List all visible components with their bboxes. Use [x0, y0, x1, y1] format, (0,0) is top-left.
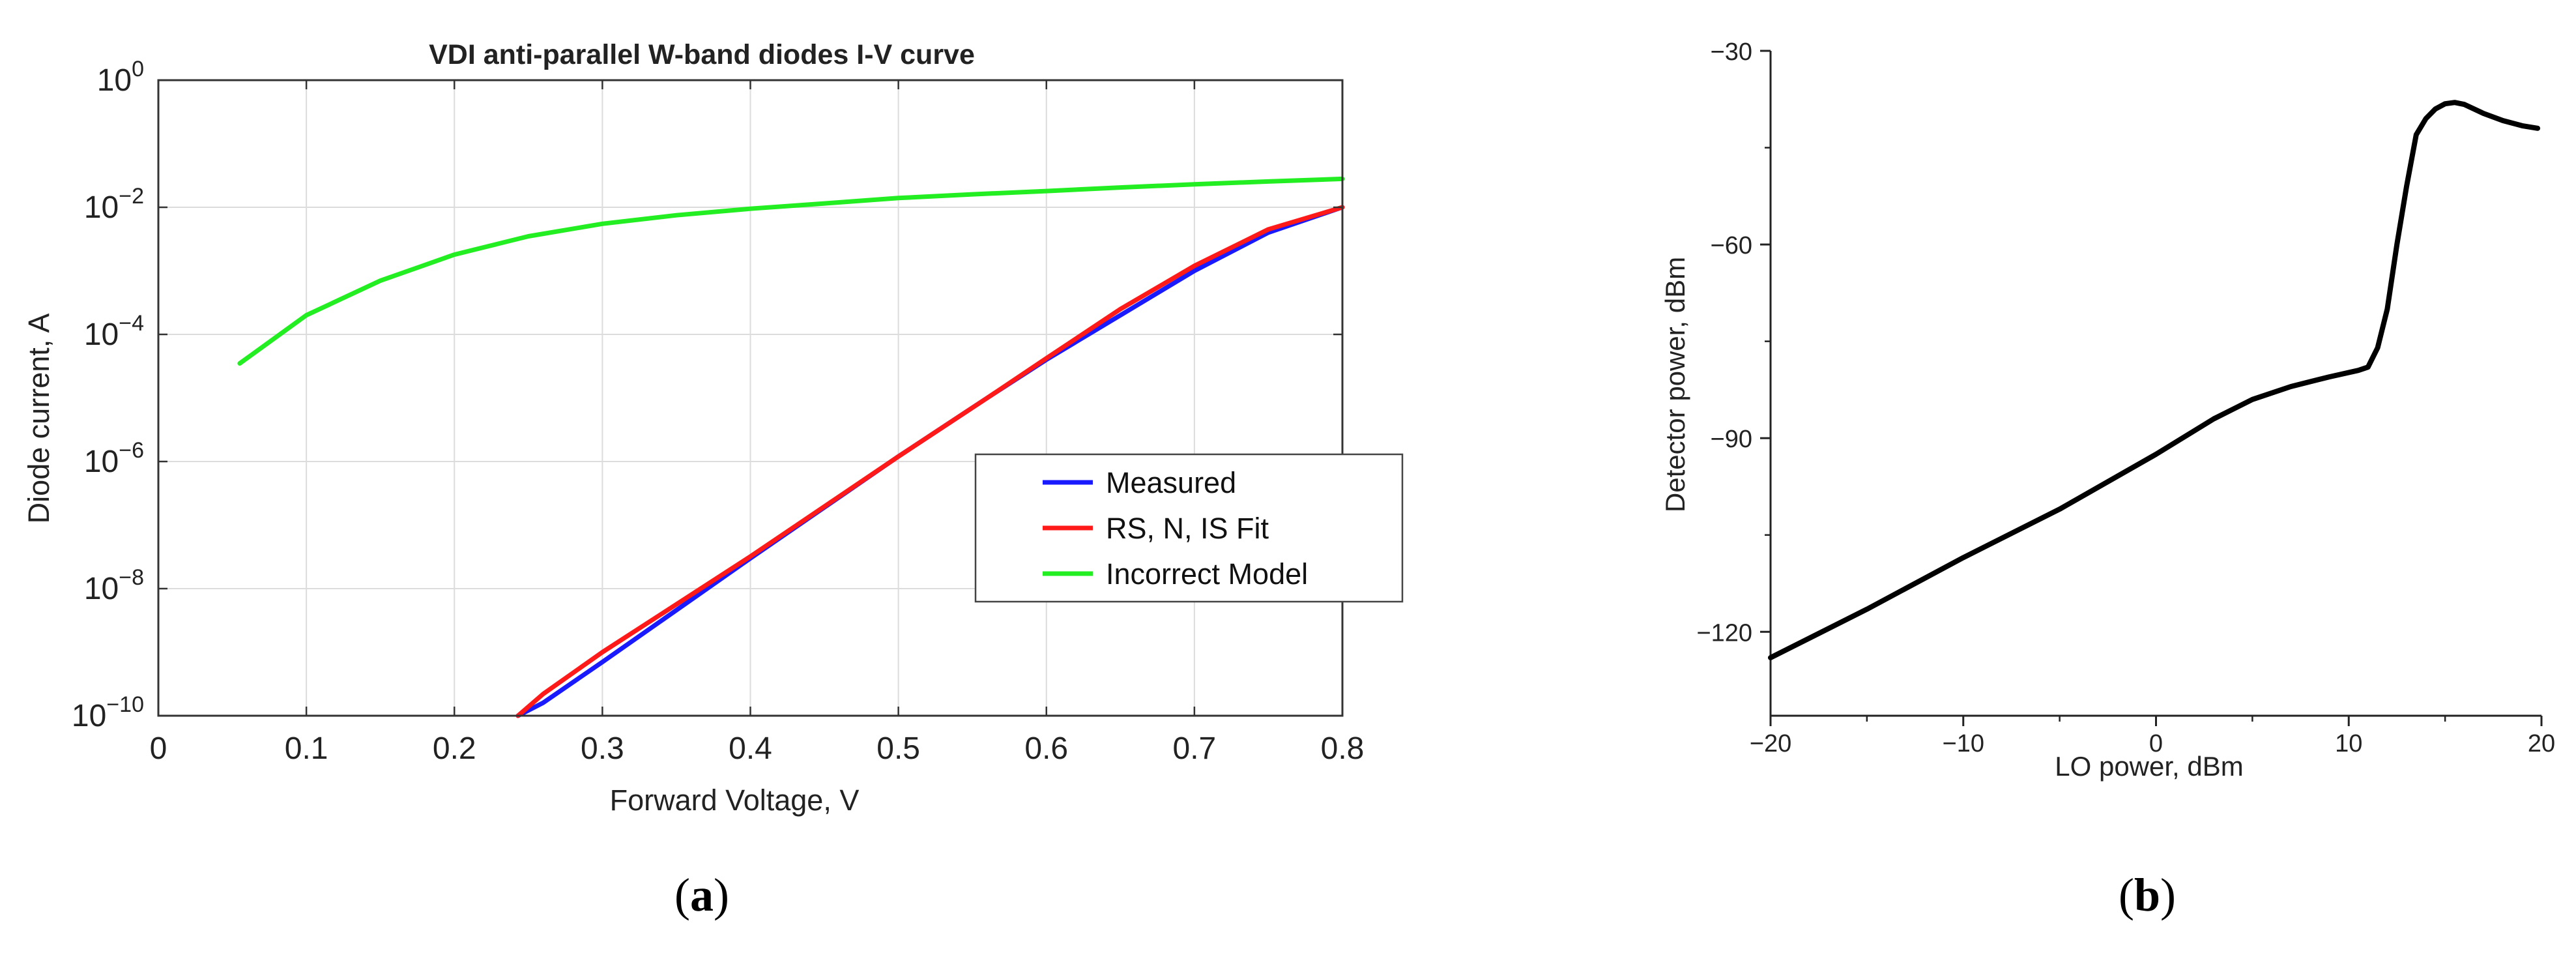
panel-a-iv-curve: VDI anti-parallel W-band diodes I-V curv…	[22, 39, 1404, 921]
y-tick-label-b: −30	[1711, 38, 1752, 66]
series-group-a	[237, 176, 1345, 718]
series-line-detector-power	[1768, 100, 2541, 660]
x-tick-label-a: 0.2	[433, 731, 476, 766]
panel-label-b: (b)	[2119, 869, 2176, 921]
y-tick-label-b: −90	[1711, 426, 1752, 453]
x-tick-label-a: 0.7	[1173, 731, 1217, 766]
x-tick-label-b: 20	[2528, 730, 2555, 757]
grid-a	[158, 80, 1342, 716]
y-tick-label-b: −120	[1696, 619, 1752, 647]
x-tick-label-a: 0.6	[1024, 731, 1068, 766]
y-tick-label-a: 100	[97, 57, 144, 98]
y-tick-label-a: 10−8	[84, 565, 144, 606]
y-axis-label-b: Detector power, dBm	[1660, 257, 1690, 512]
x-tick-label-b: 0	[2149, 730, 2163, 757]
series-group-b	[1768, 100, 2541, 660]
x-tick-label-a: 0.3	[581, 731, 624, 766]
x-tick-labels-b: −20 −10 0 10 20	[1750, 730, 2555, 757]
x-tick-label-a: 0	[150, 731, 167, 766]
x-tick-labels-a: 0 0.1 0.2 0.3 0.4 0.5 0.6 0.7 0.8	[150, 731, 1365, 766]
tick-marks-b	[1760, 50, 2543, 726]
x-tick-label-a: 0.1	[285, 731, 328, 766]
legend-a: Measured RS, N, IS Fit Incorrect Model	[974, 453, 1404, 603]
legend-label-fit: RS, N, IS Fit	[1106, 512, 1269, 545]
x-tick-label-b: −20	[1750, 730, 1791, 757]
panel-b-detector-power: −20 −10 0 10 20 −30−60−90−120 LO power, dBm …	[1660, 38, 2555, 921]
tick-marks-a	[157, 79, 1344, 717]
panel-letter-b: b	[2134, 869, 2160, 921]
legend-label-measured: Measured	[1106, 466, 1236, 499]
y-tick-label-a: 10−6	[84, 438, 144, 479]
chart-title-a: VDI anti-parallel W-band diodes I-V curv…	[429, 39, 975, 70]
y-tick-labels-b: −30 −60 −90 −120	[1696, 38, 1752, 647]
x-tick-label-a: 0.5	[876, 731, 920, 766]
x-tick-label-a: 0.4	[729, 731, 772, 766]
x-axis-label-b: LO power, dBm	[2055, 751, 2243, 782]
y-tick-label-a: 10−2	[84, 184, 144, 225]
series-line-incorrect-model	[237, 176, 1345, 366]
panel-label-a: (a)	[674, 869, 729, 921]
y-tick-label-b: −60	[1711, 232, 1752, 259]
y-tick-label-a: 10−4	[84, 311, 144, 352]
x-tick-label-b: −10	[1943, 730, 1984, 757]
x-tick-label-b: 10	[2335, 730, 2362, 757]
legend-label-incorrect: Incorrect Model	[1106, 557, 1308, 591]
y-axis-label-a: Diode current, A	[22, 314, 55, 524]
panel-letter-a: a	[690, 869, 714, 921]
x-tick-label-a: 0.8	[1321, 731, 1365, 766]
x-axis-label-a: Forward Voltage, V	[610, 784, 860, 817]
y-tick-label-a: 10−10	[72, 692, 144, 733]
series-line-rs-n-is-fit	[515, 205, 1345, 718]
y-tick-labels-a: 100 10−2 10−4 10−6 10−8 10−10	[72, 57, 144, 733]
